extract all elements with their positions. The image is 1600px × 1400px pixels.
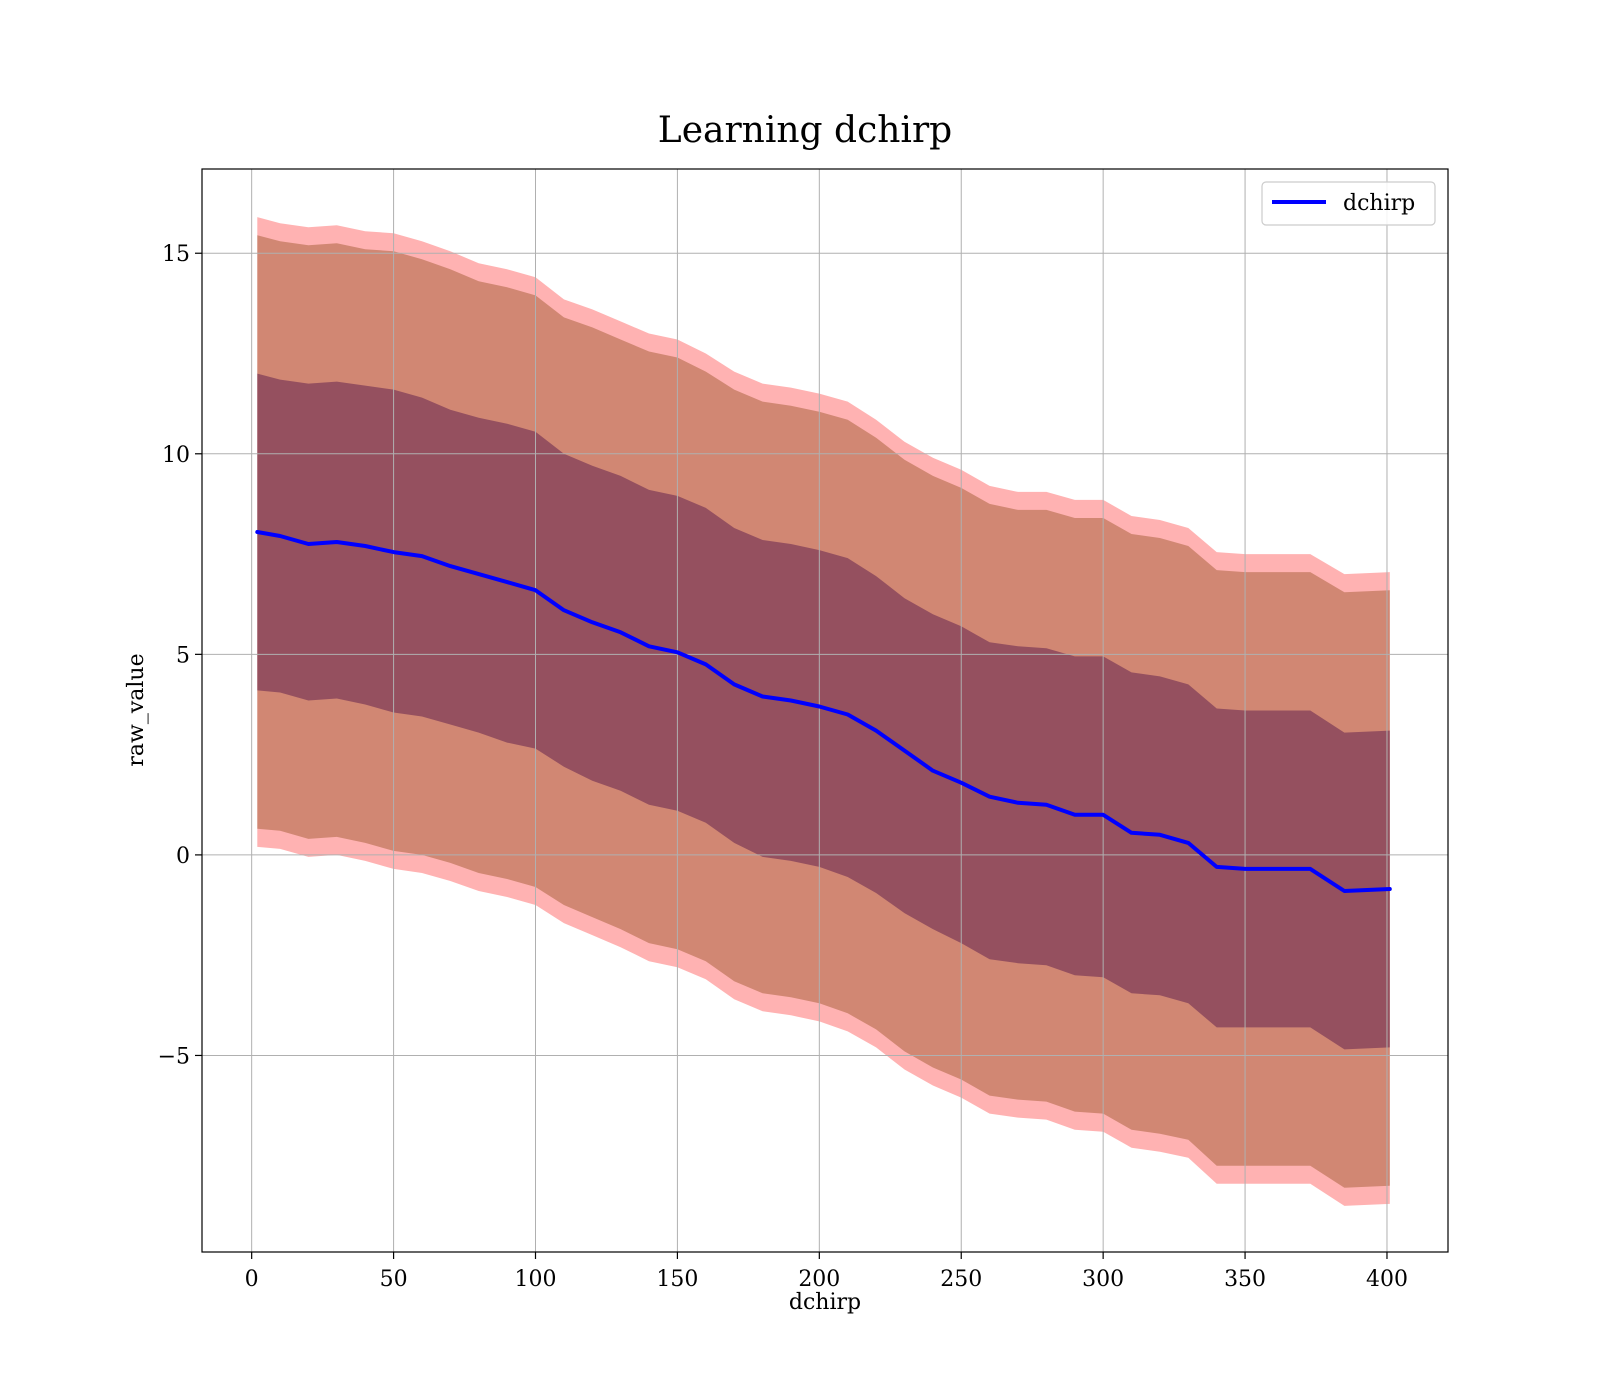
x-tick-label: 400 [1366, 1267, 1408, 1292]
y-tick-label: 0 [176, 844, 190, 869]
grid-lines [202, 169, 1448, 1252]
plot-area [201, 168, 1449, 1253]
x-axis-title: dchirp [789, 1290, 861, 1315]
y-tick-label: 5 [176, 643, 190, 668]
band-1-sigma [257, 373, 1390, 1050]
x-tick-label: 200 [798, 1267, 840, 1292]
band-2-sigma [257, 235, 1390, 1188]
series-lines [255, 530, 1392, 893]
x-tick-label: 350 [1224, 1267, 1266, 1292]
x-axis: 0 50 100 150 200 250 300 350 400 [245, 1252, 1408, 1292]
x-tick-label: 50 [380, 1267, 408, 1292]
y-axis: −5 0 5 10 15 [158, 242, 202, 1069]
y-tick-label: 10 [162, 443, 190, 468]
plot-frame [201, 168, 1449, 1253]
x-tick-label: 0 [245, 1267, 259, 1292]
legend-box [1261, 181, 1436, 226]
band-3-sigma [257, 217, 1390, 1206]
legend-label: dchirp [1343, 191, 1415, 216]
y-tick-label: 15 [162, 242, 190, 267]
x-tick-label: 100 [514, 1267, 556, 1292]
y-tick-label: −5 [158, 1044, 190, 1069]
plot-background [202, 169, 1448, 1252]
confidence-bands [257, 217, 1390, 1206]
series-line-dchirp [255, 530, 1392, 893]
x-tick-label: 150 [656, 1267, 698, 1292]
legend: dchirp [1261, 181, 1436, 226]
chart-title: Learning dchirp [658, 110, 952, 151]
x-tick-label: 300 [1082, 1267, 1124, 1292]
y-axis-title: raw_value [124, 653, 149, 766]
x-tick-label: 250 [940, 1267, 982, 1292]
